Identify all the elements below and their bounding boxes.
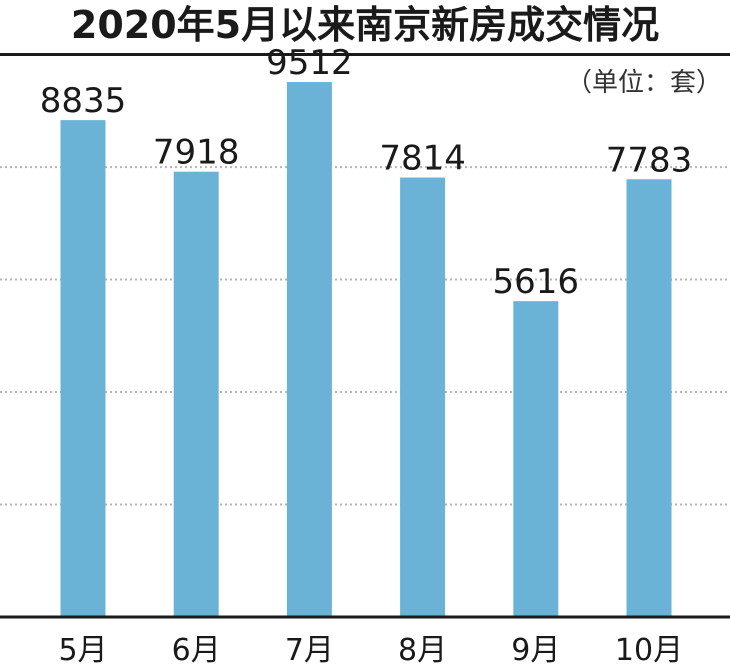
x-tick-label: 10月 <box>615 633 683 667</box>
data-label: 5616 <box>493 262 580 302</box>
x-tick-label: 8月 <box>398 633 447 667</box>
data-label: 7814 <box>379 139 466 179</box>
data-label: 9512 <box>266 43 353 83</box>
data-label: 7918 <box>153 133 240 173</box>
bar-9月 <box>513 301 559 617</box>
bar-8月 <box>400 177 446 617</box>
bar-7月 <box>286 82 332 618</box>
unit-label: （单位：套） <box>565 68 722 98</box>
x-tick-label: 6月 <box>172 633 221 667</box>
bar-10月 <box>626 179 672 618</box>
data-label: 7783 <box>606 140 693 180</box>
bar-5月 <box>60 120 106 617</box>
bar-6月 <box>173 171 219 617</box>
title-rule <box>0 53 730 56</box>
x-tick-label: 7月 <box>285 633 334 667</box>
data-label: 8835 <box>40 81 127 121</box>
x-tick-label: 5月 <box>58 633 107 667</box>
x-tick-label: 9月 <box>511 633 560 667</box>
chart-title: 2020年5月以来南京新房成交情况 <box>70 3 660 47</box>
